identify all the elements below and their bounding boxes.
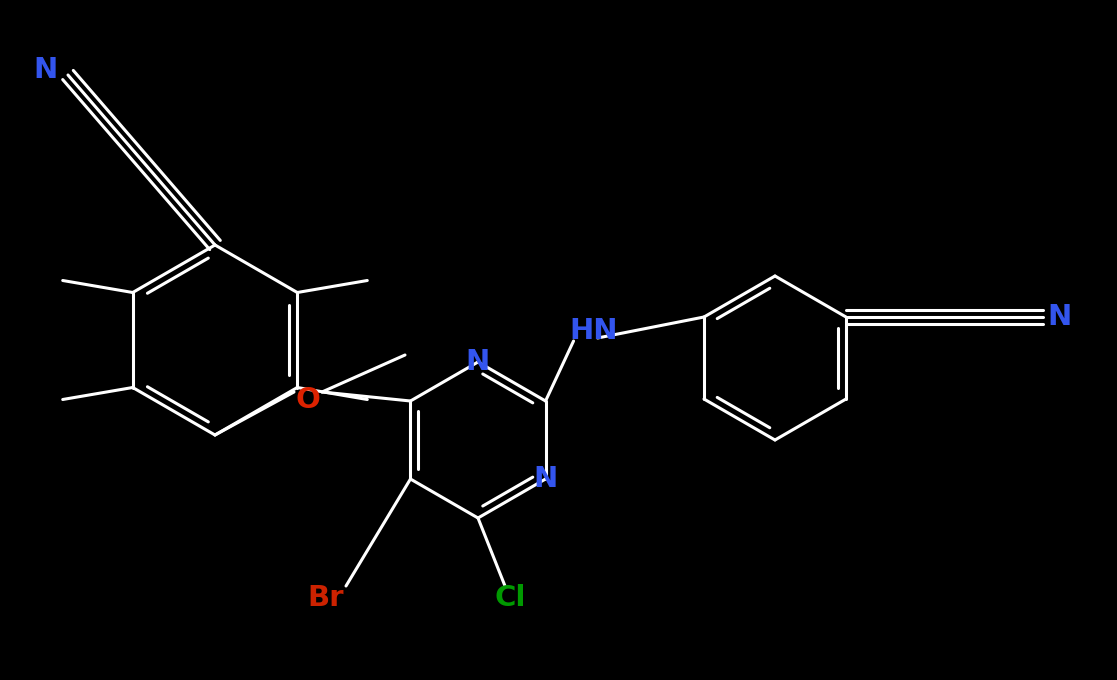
Text: O: O (296, 386, 321, 414)
Text: Br: Br (308, 584, 344, 612)
Text: N: N (534, 465, 557, 493)
Text: N: N (1048, 303, 1072, 331)
Text: N: N (32, 56, 57, 84)
Text: N: N (466, 348, 490, 376)
Text: HN: HN (570, 317, 618, 345)
Text: Cl: Cl (494, 584, 526, 612)
